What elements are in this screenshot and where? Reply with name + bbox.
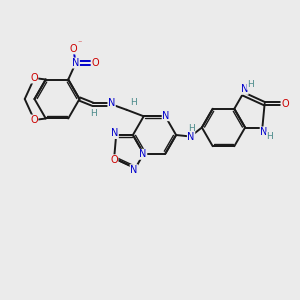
Text: N: N — [108, 98, 115, 108]
Text: H: H — [188, 124, 194, 133]
Text: N: N — [162, 111, 169, 121]
Text: N: N — [188, 131, 195, 142]
Text: N: N — [260, 127, 268, 137]
Text: N: N — [111, 128, 118, 139]
Text: N: N — [72, 58, 80, 68]
Text: N: N — [241, 84, 248, 94]
Text: O: O — [30, 115, 38, 125]
Text: O: O — [70, 44, 77, 54]
Text: O: O — [110, 155, 118, 165]
Text: ⁻: ⁻ — [78, 38, 82, 47]
Text: H: H — [90, 109, 97, 118]
Text: N: N — [140, 149, 147, 159]
Text: H: H — [130, 98, 136, 107]
Text: O: O — [281, 99, 289, 109]
Text: H: H — [266, 132, 273, 141]
Text: H: H — [247, 80, 254, 89]
Text: O: O — [92, 58, 99, 68]
Text: N: N — [130, 165, 137, 175]
Text: O: O — [30, 73, 38, 83]
